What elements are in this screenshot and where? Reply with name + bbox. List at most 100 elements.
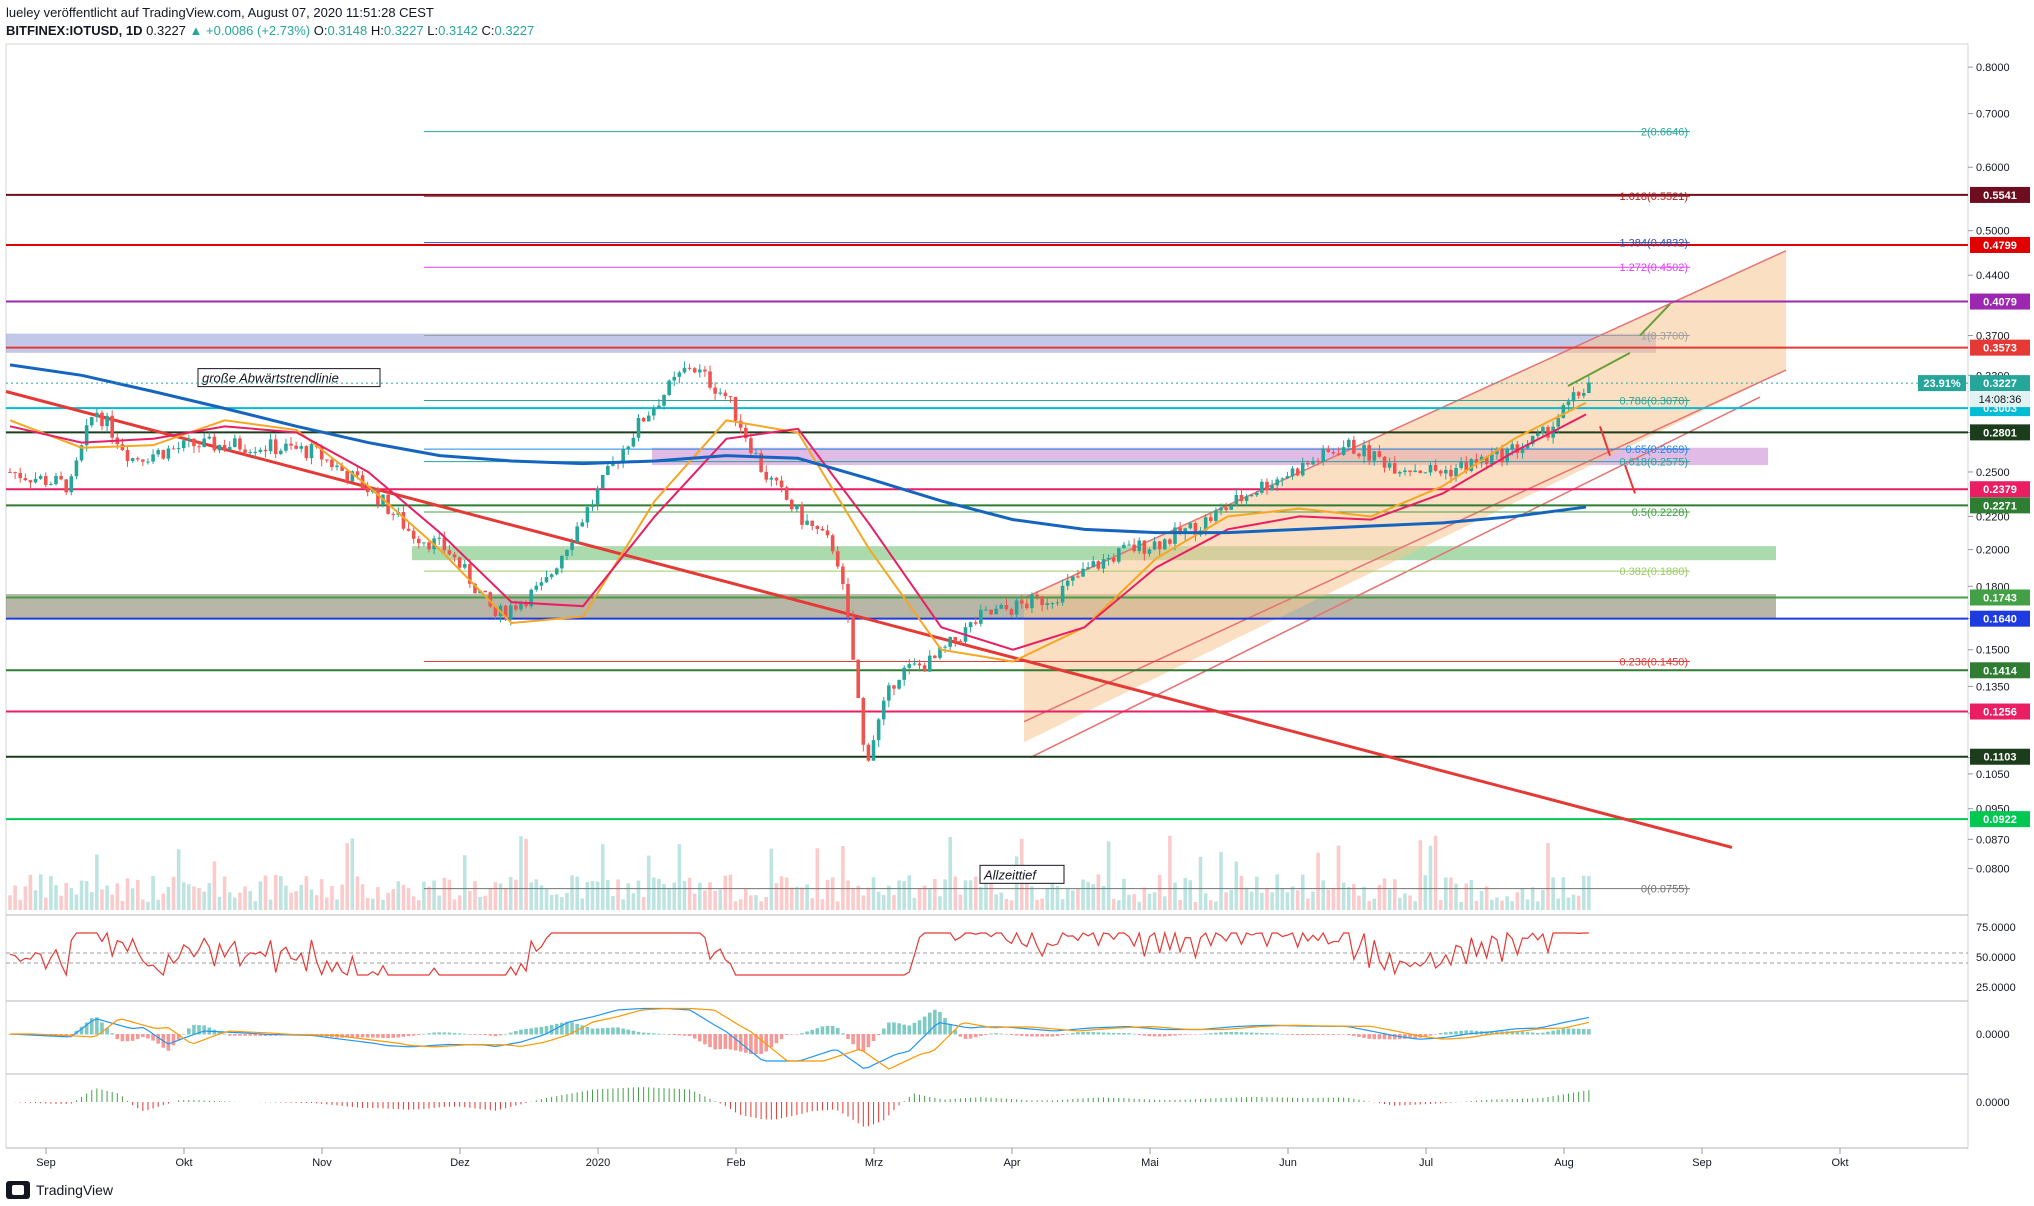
volume-bar [1341, 882, 1346, 910]
candle-body [345, 470, 350, 482]
candle-body [810, 520, 815, 526]
volume-bar [1392, 879, 1397, 910]
change-badge [1918, 375, 1966, 392]
macd-histogram-bar [1270, 1033, 1274, 1035]
macd-histogram-bar [1208, 1033, 1213, 1035]
candle-body [881, 700, 886, 720]
macd-histogram-bar [744, 1034, 748, 1053]
candle-body [1520, 448, 1525, 454]
macd-histogram-bar [999, 1033, 1004, 1035]
moving-average-line [9, 363, 1587, 535]
volume-bar [95, 854, 99, 910]
volume-bar [427, 886, 431, 910]
macd-histogram-bar [851, 1034, 855, 1045]
price-level-badge [1970, 748, 2030, 765]
volume-bar [611, 896, 615, 910]
macd-histogram-bar [820, 1026, 825, 1035]
macd-histogram-bar [243, 1034, 247, 1036]
candle-body [1086, 567, 1090, 569]
candle-body [759, 453, 763, 472]
price-level-value: 0.2379 [1983, 484, 2017, 496]
macd-histogram-bar [1581, 1028, 1586, 1035]
macd-histogram-bar [534, 1027, 539, 1035]
candle-body [590, 504, 595, 508]
candle-body [43, 476, 48, 485]
candle-body [953, 637, 958, 641]
candle-body [1152, 541, 1157, 550]
candle-body [1178, 527, 1182, 534]
price-level-badge [1970, 703, 2030, 720]
macd-histogram-bar [100, 1022, 104, 1035]
volume-bar [314, 895, 319, 910]
brand-label[interactable]: TradingView [36, 1182, 114, 1198]
macd-histogram-bar [1331, 1034, 1336, 1035]
candle-body [1214, 510, 1218, 521]
candle-body [33, 478, 38, 483]
volume-bar [672, 882, 677, 910]
candle-body [1239, 494, 1244, 501]
candle-body [600, 474, 605, 489]
macd-histogram-bar [1030, 1034, 1034, 1037]
time-tick-label: Apr [1003, 1157, 1020, 1169]
candle-body [738, 420, 743, 428]
volume-bar [340, 884, 344, 910]
volume-bar [233, 897, 237, 910]
price-level-badge [1970, 293, 2030, 310]
volume-bar [1035, 899, 1039, 910]
candle-body [309, 444, 314, 459]
volume-bar [1147, 893, 1152, 910]
volume-bar [1285, 892, 1290, 910]
macd-histogram-bar [1444, 1032, 1448, 1035]
rsi-tick-label: 25.0000 [1976, 982, 2016, 994]
macd-histogram-bar [1449, 1031, 1453, 1035]
macd-histogram-bar [570, 1022, 574, 1035]
macd-tick-label: 0.0000 [1976, 1029, 2010, 1041]
volume-bar [279, 876, 283, 910]
macd-histogram-bar [1101, 1032, 1106, 1035]
macd-histogram-bar [217, 1031, 222, 1035]
chart-header: lueley veröffentlicht auf TradingView.co… [6, 4, 534, 40]
candle-body [1490, 454, 1494, 464]
volume-bar [1474, 900, 1479, 910]
candle-body [1346, 439, 1351, 448]
volume-bar [514, 879, 518, 910]
price-level-badge [1970, 589, 2030, 606]
price-tick-label: 0.5000 [1976, 226, 2010, 238]
tradingview-logo-icon[interactable] [6, 1181, 30, 1199]
macd-histogram-bar [212, 1029, 217, 1035]
volume-bar [1183, 878, 1188, 910]
macd-histogram-bar [187, 1028, 191, 1035]
candle-body [927, 655, 932, 672]
candle-body [248, 452, 252, 454]
macd-histogram-bar [233, 1034, 237, 1036]
volume-bar [1280, 888, 1285, 910]
candle-body [749, 438, 753, 454]
macd-histogram-bar [1300, 1034, 1305, 1036]
macd-histogram-bar [64, 1034, 68, 1036]
macd-histogram-bar [636, 1031, 641, 1035]
volume-bar [1520, 888, 1525, 910]
macd-histogram-bar [416, 1034, 421, 1035]
volume-bar [692, 893, 697, 910]
candle-body [682, 367, 687, 373]
candle-body [263, 449, 268, 452]
volume-bar [606, 879, 610, 910]
candle-body [176, 448, 181, 450]
price-tick-label: 0.1050 [1976, 769, 2010, 781]
macd-histogram-bar [1025, 1034, 1029, 1037]
volume-bar [442, 877, 447, 910]
volume-bar [728, 874, 733, 910]
macd-histogram-bar [1561, 1028, 1566, 1035]
volume-bar [1198, 856, 1203, 910]
candle-body [238, 438, 242, 450]
macd-histogram-bar [856, 1034, 860, 1050]
macd-histogram-bar [411, 1034, 416, 1036]
candle-body [125, 449, 130, 461]
volume-bar [432, 880, 436, 910]
volume-bar [554, 894, 559, 910]
candle-body [365, 488, 370, 493]
volume-bar [130, 888, 135, 910]
price-level-badge [1970, 424, 2030, 441]
symbol-name[interactable]: BITFINEX:IOTUSD, 1D [6, 23, 143, 38]
